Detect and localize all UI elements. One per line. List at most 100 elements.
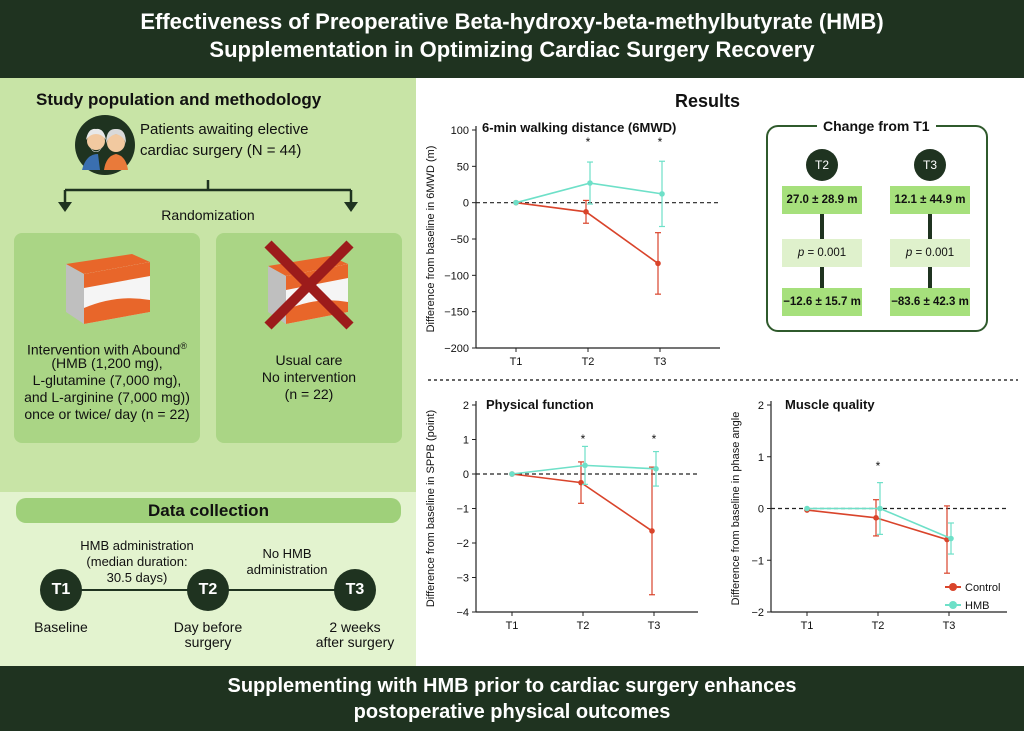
data-point-hmb <box>659 191 665 197</box>
randomization-arrows <box>58 180 358 212</box>
y-tick-label: −100 <box>444 270 469 282</box>
data-point-control <box>583 209 589 215</box>
header-banner: Effectiveness of Preoperative Beta-hydro… <box>0 0 1024 78</box>
y-tick-label: 100 <box>451 125 469 137</box>
y-tick-label: 2 <box>463 400 469 412</box>
y-tick-label: −1 <box>751 555 764 567</box>
x-tick-label: T1 <box>510 356 523 368</box>
data-point-control <box>873 515 879 521</box>
legend-label: HMB <box>965 600 989 612</box>
data-point-hmb <box>513 199 519 206</box>
x-tick-label: T2 <box>577 620 590 632</box>
y-tick-label: −2 <box>751 607 764 619</box>
y-tick-label: 50 <box>457 161 469 173</box>
x-tick-label: T3 <box>648 620 661 632</box>
chart-6mwd: 100 50 0 −50 −100 −150 −200 T1 T2 * T3 *6-min walki… <box>425 120 720 368</box>
footer-line-1: Supplementing with HMB prior to cardiac … <box>227 675 797 697</box>
timeline-t1: T1 <box>40 569 82 611</box>
title-line-1: Effectiveness of Preoperative Beta-hydro… <box>140 9 884 34</box>
y-tick-label: −3 <box>456 573 469 585</box>
change-t3-hmb: 12.1 ± 44.9 m <box>890 186 970 214</box>
data-point-hmb <box>509 471 515 477</box>
y-tick-label: −200 <box>444 343 469 355</box>
x-tick-label: T2 <box>872 620 885 632</box>
study-title: Study population and methodology <box>36 90 322 109</box>
x-tick-label: T1 <box>801 620 814 632</box>
significance-marker: * <box>876 459 881 473</box>
patients-line-2: cardiac surgery (N = 44) <box>140 142 302 159</box>
data-collection-title: Data collection <box>16 498 401 523</box>
y-tick-label: −1 <box>456 504 469 516</box>
t3-label-2: after surgery <box>315 634 395 650</box>
data-point-hmb <box>653 466 659 472</box>
y-axis-label: Difference from baseline in 6MWD (m) <box>425 146 437 333</box>
footer-line-2: postoperative physical outcomes <box>353 701 671 723</box>
no-hmb-2: administration <box>246 562 328 577</box>
y-tick-label: 0 <box>463 469 469 481</box>
results-divider <box>428 379 1018 381</box>
data-point-hmb <box>948 535 954 542</box>
change-t2-control: −12.6 ± 15.7 m <box>782 288 862 316</box>
y-axis-label: Difference from baseline in phase angle <box>730 412 742 606</box>
randomization-label: Randomization <box>161 207 255 223</box>
hmb-admin-3: 30.5 days) <box>106 570 168 585</box>
legend-marker <box>949 601 957 609</box>
intervention-line-3: L-glutamine (7,000 mg), <box>32 372 182 388</box>
y-tick-label: 2 <box>758 400 764 412</box>
supplement-box-icon <box>66 254 150 324</box>
change-t3-badge: T3 <box>914 149 946 181</box>
series-line-control <box>806 509 948 541</box>
chart-title: Physical function <box>486 397 594 412</box>
data-point-hmb <box>587 180 593 186</box>
t2-label-2: surgery <box>184 634 232 650</box>
data-point-control <box>655 260 661 267</box>
y-tick-label: 0 <box>758 504 764 516</box>
t2-label-1: Day before <box>173 619 243 635</box>
chart-muscle-quality: 2 1 0 −1 −2 T1 T2 * T3 Muscle quality Difference f… <box>730 397 1007 632</box>
y-tick-label: −4 <box>456 607 469 619</box>
y-tick-label: −50 <box>450 234 469 246</box>
intervention-line-2: (HMB (1,200 mg), <box>51 355 163 371</box>
data-point-hmb <box>582 462 588 469</box>
y-tick-label: 1 <box>463 435 469 447</box>
x-tick-label: T3 <box>654 356 667 368</box>
data-point-hmb <box>804 505 810 512</box>
y-tick-label: −150 <box>444 307 469 319</box>
t1-label: Baseline <box>34 619 88 635</box>
usual-care-line-2: No intervention <box>261 369 357 385</box>
x-tick-label: T3 <box>943 620 956 632</box>
change-t2-p: p = 0.001 <box>782 239 862 267</box>
significance-marker: * <box>586 135 591 149</box>
change-title: Change from T1 <box>817 118 936 134</box>
significance-marker: * <box>658 135 663 149</box>
change-t3-control: −83.6 ± 42.3 m <box>890 288 970 316</box>
intervention-line-5: once or twice/ day (n = 22) <box>24 406 190 422</box>
intervention-line-4: and L-arginine (7,000 mg)) <box>24 389 190 405</box>
legend-label: Control <box>965 582 1000 594</box>
change-t2-hmb: 27.0 ± 28.9 m <box>782 186 862 214</box>
intervention-line-1: Intervention with Abound® <box>27 341 187 358</box>
usual-care-line-3: (n = 22) <box>284 386 334 402</box>
chart-title: 6-min walking distance (6MWD) <box>482 120 676 135</box>
chart-title: Muscle quality <box>785 397 875 412</box>
results-title: Results <box>675 91 741 111</box>
legend-marker <box>949 583 957 591</box>
y-tick-label: 0 <box>463 198 469 210</box>
title-line-2: Supplementation in Optimizing Cardiac Su… <box>209 37 815 62</box>
timeline-t2: T2 <box>187 569 229 611</box>
x-tick-label: T1 <box>506 620 519 632</box>
data-point-control <box>649 528 655 534</box>
t3-label-1: 2 weeks <box>329 619 381 635</box>
significance-marker: * <box>581 432 586 446</box>
hmb-admin-1: HMB administration <box>80 538 194 553</box>
crossed-box-icon <box>264 240 354 330</box>
chart-physical-function: 2 1 0 −1 −2 −3 −4 T1 T2 * T3 * Physical function Diff… <box>425 397 698 632</box>
data-point-hmb <box>877 505 883 512</box>
patients-line-1: Patients awaiting elective <box>140 121 309 138</box>
change-t3-p: p = 0.001 <box>890 239 970 267</box>
usual-care-line-1: Usual care <box>275 352 343 368</box>
y-axis-label: Difference from baseline in SPPB (point) <box>425 410 437 607</box>
series-line-hmb <box>515 182 663 204</box>
no-hmb-1: No HMB <box>262 546 312 561</box>
y-tick-label: 1 <box>758 452 764 464</box>
